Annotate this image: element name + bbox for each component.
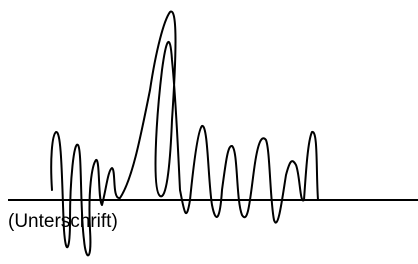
signature-label: (Unterschrift) (8, 211, 118, 232)
signature-field: (Unterschrift) (0, 0, 418, 264)
